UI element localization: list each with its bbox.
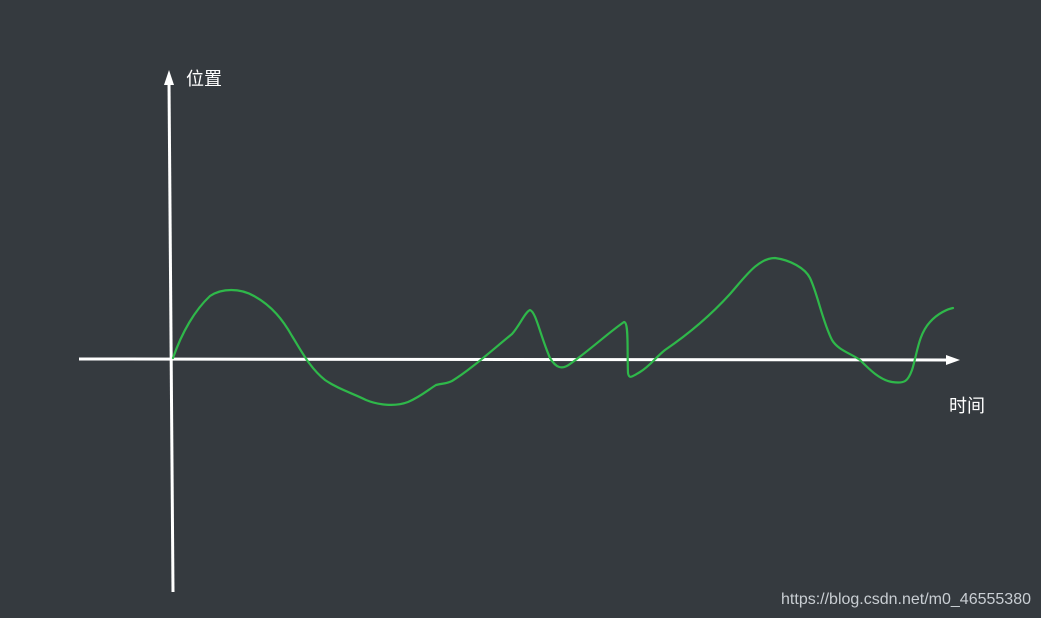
x-axis-arrow-icon bbox=[946, 355, 960, 365]
y-axis bbox=[167, 81, 175, 593]
x-axis-label: 时间 bbox=[949, 396, 985, 417]
y-axis-label: 位置 bbox=[186, 69, 222, 90]
x-axis bbox=[78, 357, 949, 362]
y-axis-arrow-icon bbox=[164, 70, 174, 85]
watermark-text: https://blog.csdn.net/m0_46555380 bbox=[781, 591, 1031, 608]
position-curve bbox=[171, 256, 955, 406]
